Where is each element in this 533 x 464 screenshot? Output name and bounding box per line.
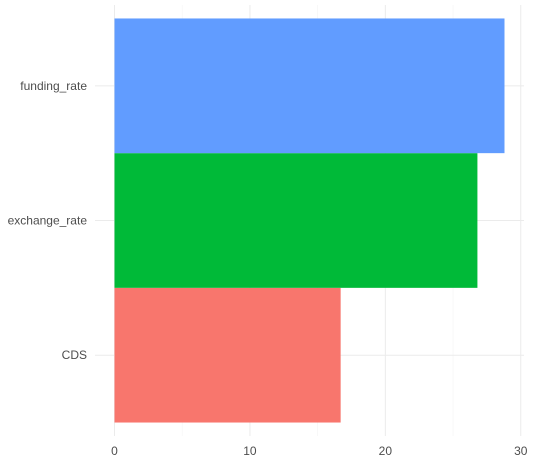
y-tick-label: exchange_rate [8, 214, 88, 228]
x-tick-label: 30 [514, 444, 528, 458]
bar-exchange_rate [114, 153, 478, 288]
y-tick-label: CDS [62, 348, 87, 362]
x-tick-label: 0 [111, 444, 118, 458]
y-tick-label: funding_rate [20, 79, 87, 93]
x-tick-label: 10 [243, 444, 257, 458]
y-axis-labels: CDS exchange_rate funding_rate [8, 79, 88, 362]
x-axis-labels: 0 10 20 30 [111, 444, 528, 458]
bar-funding_rate [114, 18, 505, 154]
bars [114, 18, 505, 423]
x-tick-label: 20 [379, 444, 393, 458]
bar-CDS [114, 287, 341, 423]
